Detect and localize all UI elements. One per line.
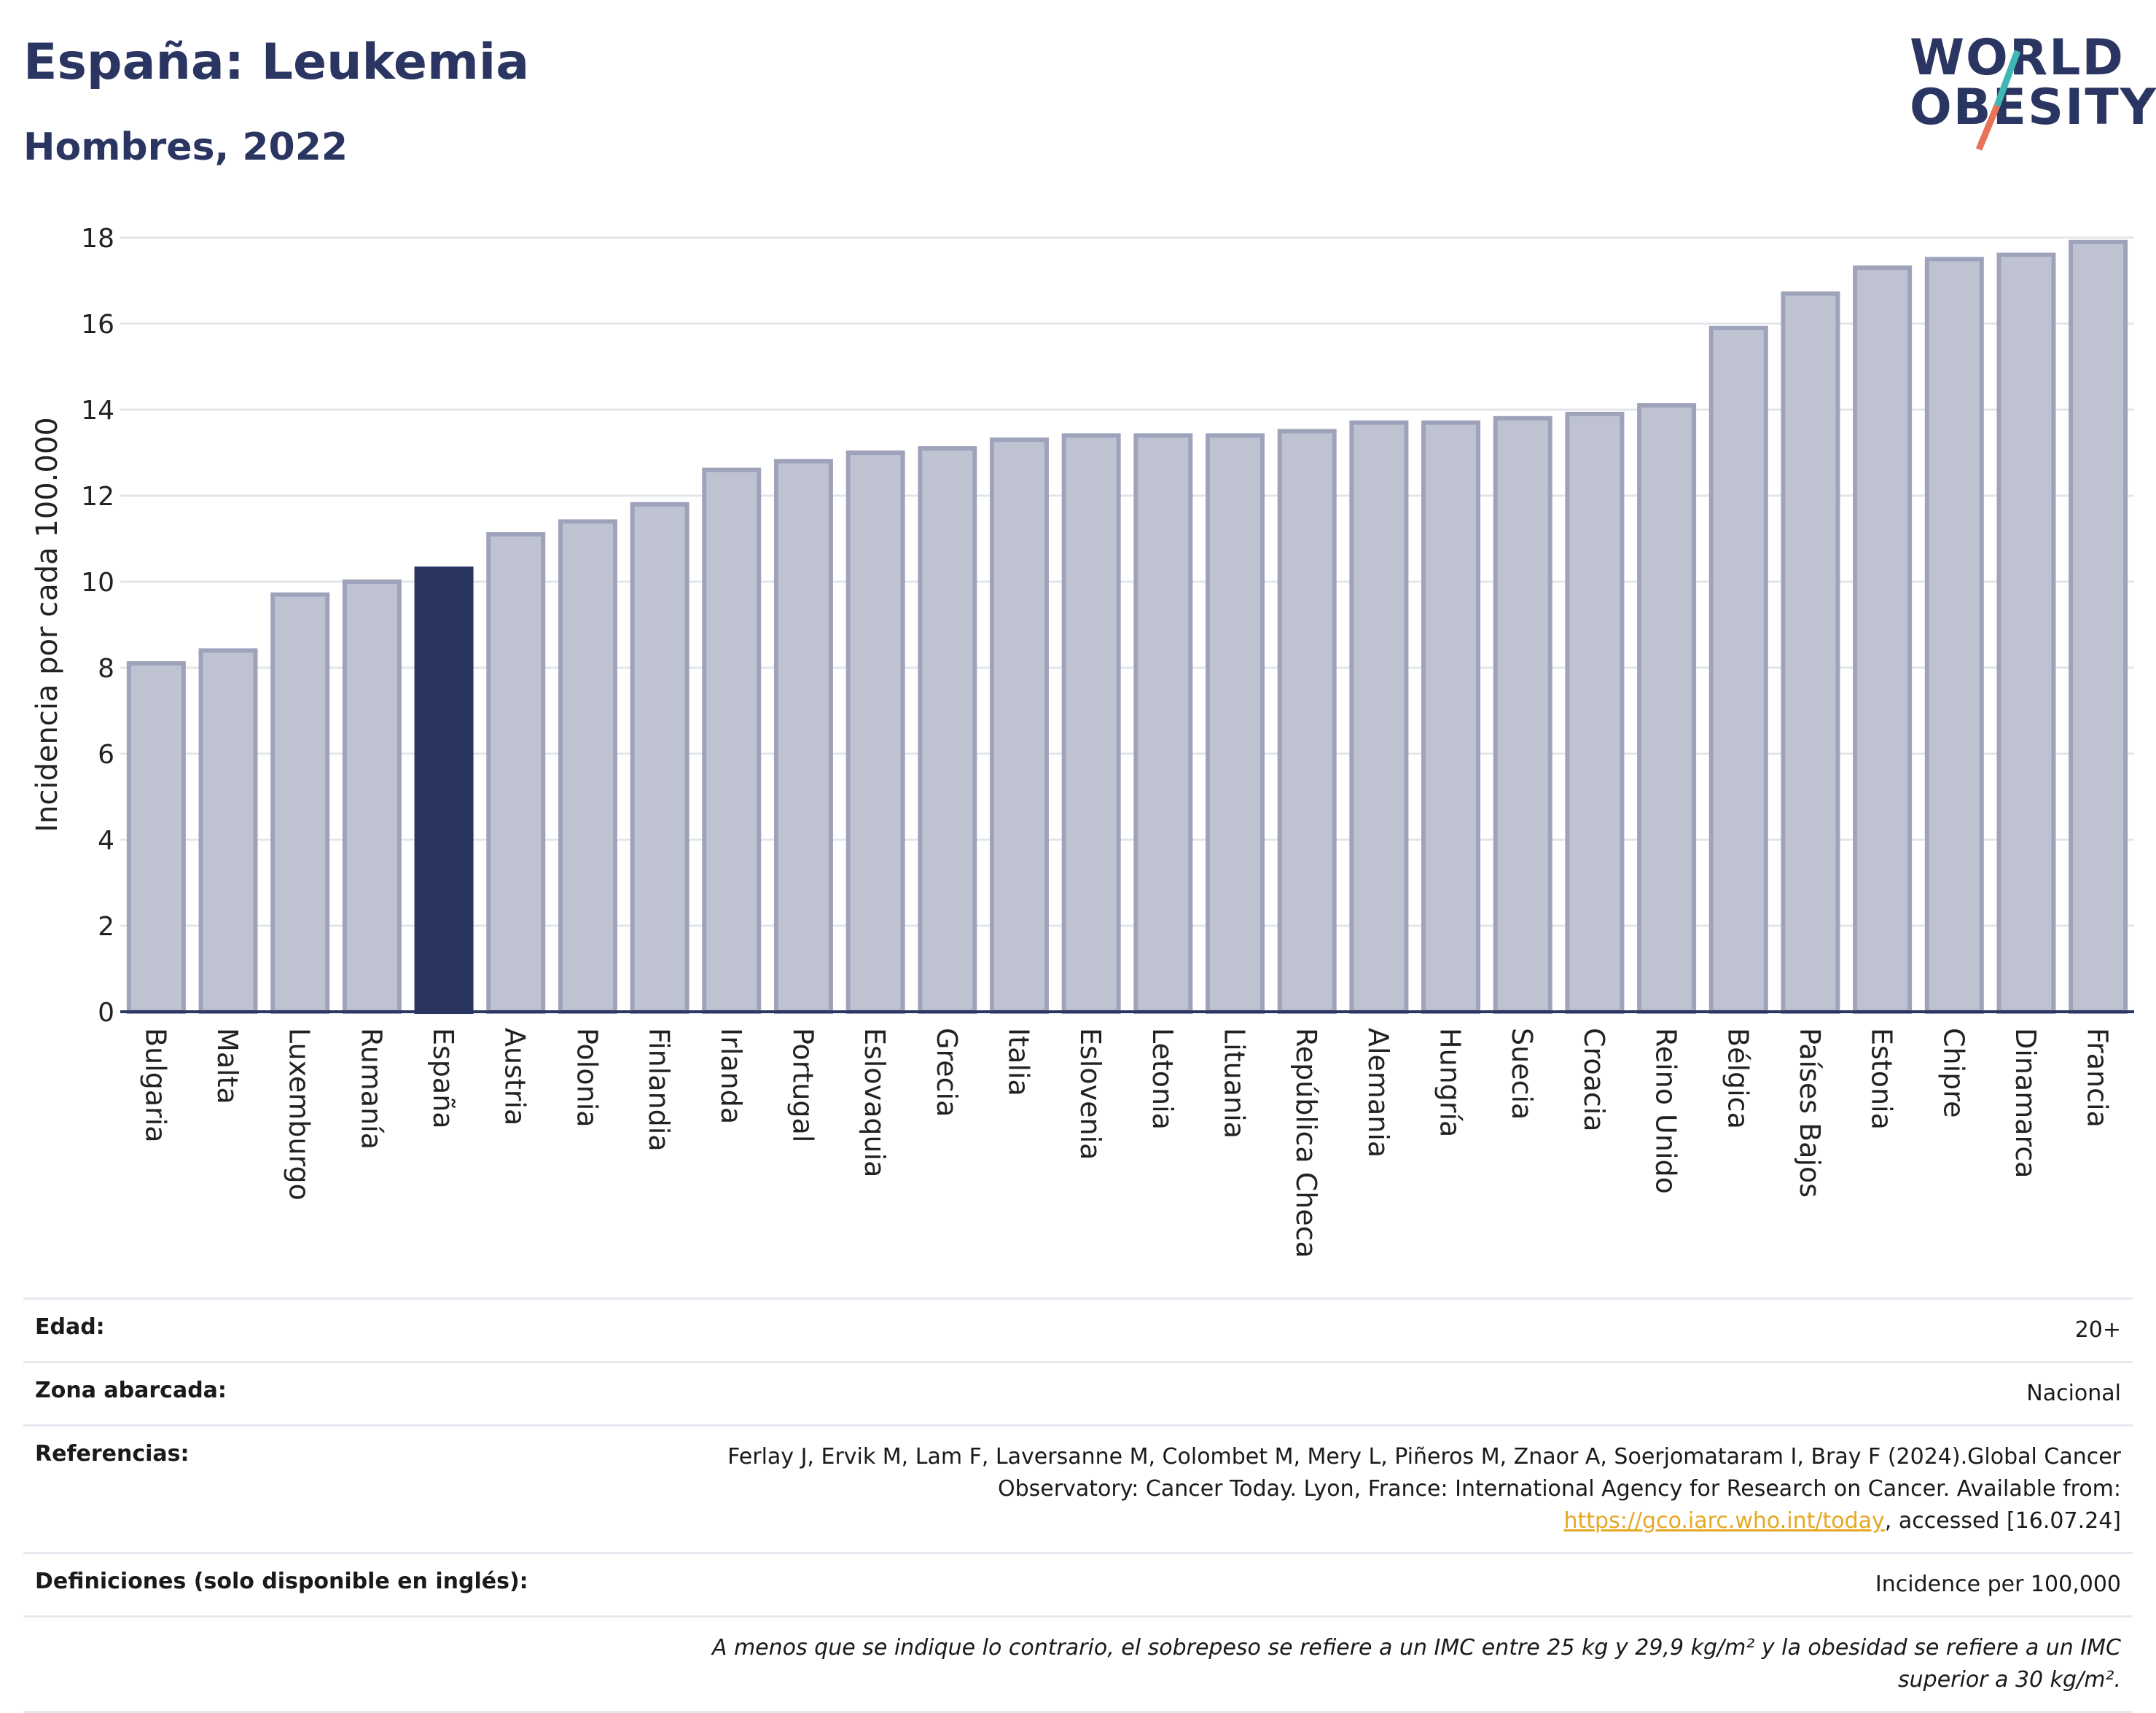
bar [989,437,1049,1014]
bar [845,450,905,1014]
x-tick-label: Grecia [931,1028,963,1117]
bar [1061,433,1121,1014]
edad-label: Edad: [35,1314,105,1340]
bar [1637,403,1697,1015]
x-tick-label: Croacia [1578,1028,1610,1132]
x-tick-label: Malta [211,1028,243,1104]
x-tick-label: Polonia [571,1028,603,1128]
x-tick-label: Eslovaquia [859,1028,891,1177]
info-row-zona: Zona abarcada: Nacional [23,1363,2133,1427]
info-row-note: A menos que se indique lo contrario, el … [23,1618,2133,1713]
bar-chart: 0 2 4 6 8 10 12 14 16 18 Incidencia por cada 100.0… [31,224,2134,1258]
bar [1133,433,1193,1014]
y-tick-label: 2 [98,912,114,942]
bar [1996,252,2056,1015]
x-tick-label: Austria [499,1028,531,1125]
y-tick-label: 14 [81,396,114,426]
referencias-accessed: , accessed [16.07.24] [1884,1508,2121,1534]
y-tick-label: 4 [98,826,114,856]
page-title: España: Leukemia [23,34,530,91]
x-tick-label: Irlanda [715,1028,747,1124]
edad-value: 20+ [2074,1317,2121,1343]
info-table: Edad: 20+ Zona abarcada: Nacional Refere… [23,1298,2133,1713]
bar [270,592,330,1014]
bar [1565,411,1625,1014]
definiciones-value: Incidence per 100,000 [1875,1572,2121,1597]
bar [918,446,977,1015]
y-tick-label: 6 [98,740,114,770]
world-obesity-logo: WORLD OBESITY [1895,29,2156,153]
bar [773,459,833,1014]
bar [630,502,690,1014]
y-tick-label: 18 [81,224,114,254]
page-subtitle: Hombres, 2022 [23,125,348,169]
x-tick-label: Portugal [786,1028,819,1142]
x-tick-label: Hungría [1434,1028,1466,1137]
bar [2069,239,2128,1014]
bar [342,580,402,1014]
x-tick-label: Lituania [1219,1028,1251,1139]
definiciones-label: Definiciones (solo disponible en inglés)… [35,1569,528,1594]
x-tick-label: Letonia [1147,1028,1179,1130]
bar [1708,325,1768,1014]
bar [486,532,546,1015]
x-tick-label: República Checa [1290,1028,1322,1258]
bar [1853,265,1913,1015]
bar [1277,429,1337,1014]
bar [558,519,617,1014]
y-tick-label: 12 [81,482,114,512]
info-row-edad: Edad: 20+ [23,1298,2133,1363]
x-tick-label: Dinamarca [2009,1028,2042,1178]
y-tick-label: 0 [98,998,114,1028]
y-tick-label: 16 [81,310,114,340]
x-tick-label: España [427,1028,459,1129]
bar [1349,420,1409,1014]
x-tick-label: Italia [1002,1028,1034,1096]
bar [414,566,474,1014]
referencias-text: Ferlay J, Ervik M, Lam F, Laversanne M, … [727,1444,2121,1502]
y-axis-label: Incidencia por cada 100.000 [31,417,64,832]
bar [198,648,258,1015]
y-tick-label: 8 [98,654,114,684]
bar [1493,415,1552,1014]
bar [126,661,186,1014]
x-tick-label: Finlandia [643,1028,675,1152]
bar [702,467,762,1015]
logo-line-2: OBESITY [1910,79,2156,136]
info-row-referencias: Referencias: Ferlay J, Ervik M, Lam F, L… [23,1427,2133,1554]
x-tick-label: Luxemburgo [284,1028,316,1201]
x-tick-label: Estonia [1866,1028,1898,1130]
bar [1781,291,1840,1014]
x-tick-label: Alemania [1362,1028,1394,1158]
referencias-link[interactable]: https://gco.iarc.who.int/today [1563,1508,1885,1534]
footnote: A menos que se indique lo contrario, el … [711,1635,2121,1693]
x-tick-label: Chipre [1937,1028,1969,1117]
referencias-label: Referencias: [35,1441,190,1467]
x-tick-label: Rumanía [355,1028,387,1150]
y-tick-label: 10 [81,568,114,598]
zona-label: Zona abarcada: [35,1378,227,1403]
bar [1924,257,1984,1014]
bar [1421,420,1481,1014]
bar [1206,433,1265,1014]
x-tick-label: Bélgica [1722,1028,1754,1129]
x-tick-label: Francia [2082,1028,2114,1128]
x-tick-label: Suecia [1506,1028,1538,1120]
referencias-value: Ferlay J, Ervik M, Lam F, Laversanne M, … [663,1441,2121,1537]
x-tick-label: Países Bajos [1794,1028,1826,1198]
x-tick-label: Reino Unido [1650,1028,1682,1194]
zona-value: Nacional [2026,1381,2121,1406]
info-row-definiciones: Definiciones (solo disponible en inglés)… [23,1554,2133,1618]
x-tick-label: Eslovenia [1074,1028,1106,1160]
x-tick-label: Bulgaria [139,1028,171,1143]
logo-slash-icon [1975,50,2021,151]
